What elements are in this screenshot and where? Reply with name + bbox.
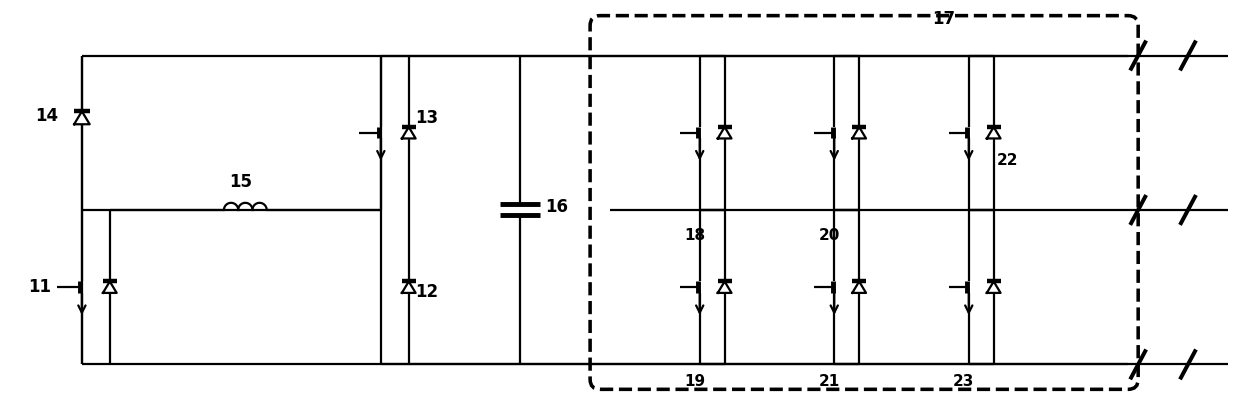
Polygon shape: [852, 282, 866, 293]
Polygon shape: [852, 127, 866, 139]
Text: 16: 16: [546, 198, 568, 216]
Text: 12: 12: [414, 283, 438, 301]
Text: 20: 20: [818, 228, 839, 243]
Polygon shape: [402, 282, 415, 293]
Polygon shape: [74, 111, 89, 124]
Polygon shape: [718, 282, 732, 293]
Text: 22: 22: [997, 153, 1018, 168]
Text: 15: 15: [229, 173, 252, 191]
Polygon shape: [718, 127, 732, 139]
Polygon shape: [402, 127, 415, 139]
Polygon shape: [103, 282, 117, 293]
Text: 18: 18: [684, 228, 706, 243]
Text: 21: 21: [818, 374, 839, 389]
Text: 17: 17: [932, 9, 955, 28]
Text: 19: 19: [684, 374, 706, 389]
Polygon shape: [987, 282, 1001, 293]
Text: 14: 14: [36, 107, 58, 125]
Text: 11: 11: [29, 278, 52, 296]
Polygon shape: [987, 127, 1001, 139]
Text: 23: 23: [954, 374, 975, 389]
Text: 13: 13: [414, 109, 438, 127]
